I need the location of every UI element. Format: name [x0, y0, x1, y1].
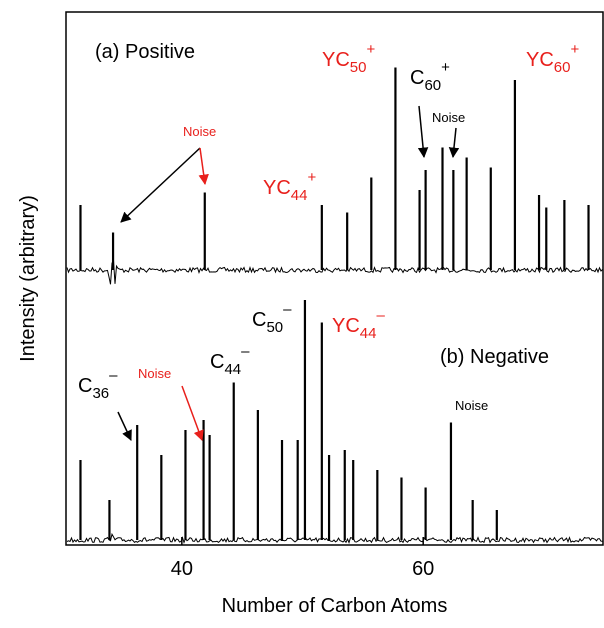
- x-axis-label: Number of Carbon Atoms: [222, 595, 448, 617]
- annotation-text: C: [210, 351, 224, 373]
- annotation-text: Noise: [432, 110, 465, 125]
- annotation-superscript: –: [241, 343, 250, 360]
- annotation-subscript: 50: [350, 59, 367, 76]
- annotation: (b) Negative: [440, 346, 549, 368]
- y-axis-label: Intensity (arbitrary): [17, 195, 39, 362]
- annotation: C50–: [252, 301, 292, 336]
- annotation: C36–: [78, 367, 118, 402]
- annotation: YC44+: [263, 169, 316, 204]
- arrow: [448, 127, 460, 159]
- annotation-superscript: –: [283, 301, 292, 318]
- arrow: [117, 411, 132, 441]
- annotation-text: Noise: [455, 398, 488, 413]
- baseline-noise: [66, 532, 603, 545]
- annotation-subscript: 60: [424, 77, 441, 94]
- annotation-subscript: 60: [554, 59, 571, 76]
- annotation-text: C: [78, 375, 92, 397]
- annotation: YC60+: [526, 41, 579, 76]
- annotation-subscript: 44: [291, 187, 308, 204]
- annotation: Noise: [432, 110, 465, 125]
- annotation-subscript: 50: [266, 319, 283, 336]
- annotation-text: (a) Positive: [95, 41, 195, 63]
- annotation-superscript: +: [307, 169, 316, 186]
- annotation-subscript: 44: [360, 325, 377, 342]
- annotation-superscript: +: [441, 59, 450, 76]
- annotation-text: C: [252, 309, 266, 331]
- arrow: [417, 105, 429, 159]
- plot-frame: [65, 11, 604, 546]
- annotation-subscript: 36: [92, 385, 109, 402]
- annotation-superscript: –: [376, 307, 385, 324]
- annotation: Noise: [455, 398, 488, 413]
- annotation-text: C: [410, 67, 424, 89]
- annotation-superscript: +: [570, 41, 579, 58]
- x-tick-label: 60: [412, 558, 434, 580]
- annotation: YC50+: [322, 41, 375, 76]
- x-tick-label: 40: [171, 558, 193, 580]
- annotation-text: (b) Negative: [440, 346, 549, 368]
- annotation-superscript: +: [366, 41, 375, 58]
- annotation: C44–: [210, 343, 250, 378]
- annotation-text: YC: [322, 49, 350, 71]
- annotation-text: Noise: [183, 124, 216, 139]
- annotation-text: Noise: [138, 366, 171, 381]
- annotation-text: YC: [526, 49, 554, 71]
- annotation-text: YC: [332, 315, 360, 337]
- annotation-subscript: 44: [224, 361, 241, 378]
- annotation: YC44–: [332, 307, 385, 342]
- annotation: Noise: [138, 366, 171, 381]
- arrow: [198, 147, 209, 186]
- annotation-text: YC: [263, 177, 291, 199]
- annotation-superscript: –: [109, 367, 118, 384]
- annotation: Noise: [183, 124, 216, 139]
- arrow: [120, 147, 201, 223]
- annotation: C60+: [410, 59, 450, 94]
- baseline-noise: [66, 258, 603, 285]
- annotation: (a) Positive: [95, 41, 195, 63]
- arrow: [181, 385, 204, 441]
